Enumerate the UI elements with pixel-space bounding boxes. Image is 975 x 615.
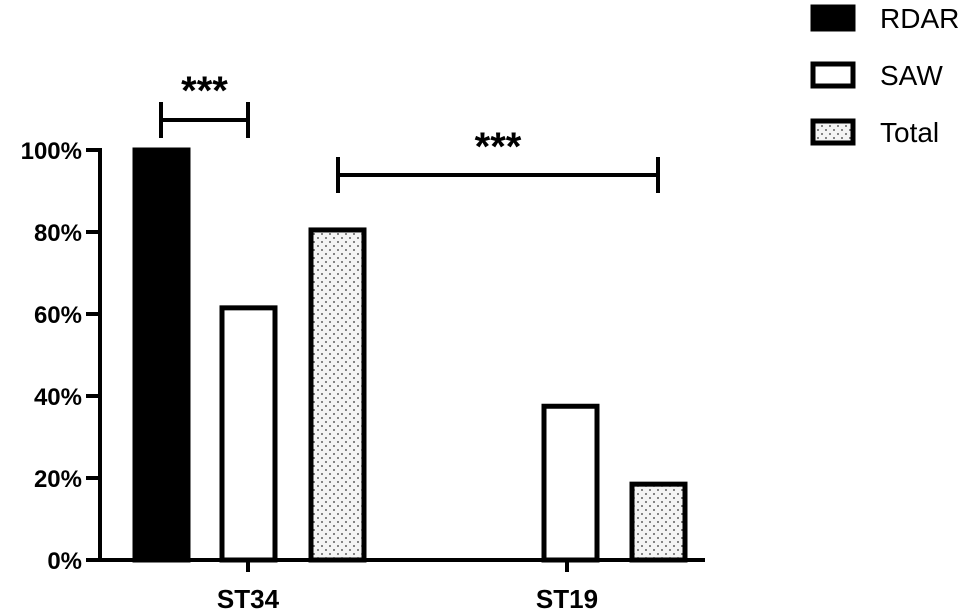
bar-saw-st19 <box>541 403 600 563</box>
legend-swatch-saw <box>810 61 856 89</box>
bars <box>132 147 688 563</box>
significance-bracket <box>159 102 250 138</box>
x-tick-label: ST34 <box>217 584 280 614</box>
bar-rdar-st34 <box>132 147 191 563</box>
y-tick-label: 20% <box>34 466 82 493</box>
legend: RDAR SAW Total <box>810 3 959 148</box>
legend-swatch-total <box>810 118 856 146</box>
y-tick-label: 0% <box>47 548 82 575</box>
y-tick-label: 40% <box>34 384 82 411</box>
x-tick-label: ST19 <box>536 584 598 614</box>
y-tick-label: 100% <box>21 138 82 165</box>
axes: 0% 20% 40% 60% 80% 100% ST34 ST19 <box>21 138 705 614</box>
legend-label-total: Total <box>880 117 939 148</box>
legend-label-saw: SAW <box>880 60 943 91</box>
bar-total-st19 <box>629 481 688 563</box>
legend-swatch-rdar <box>810 4 856 32</box>
significance-bracket <box>336 157 660 193</box>
significance-label: *** <box>475 125 522 169</box>
y-tick-label: 60% <box>34 302 82 329</box>
legend-label-rdar: RDAR <box>880 3 959 34</box>
bar-saw-st34 <box>219 305 278 563</box>
significance-brackets: *** *** <box>159 69 660 193</box>
bar-total-st34 <box>308 227 367 563</box>
significance-label: *** <box>181 69 228 113</box>
y-tick-label: 80% <box>34 220 82 247</box>
